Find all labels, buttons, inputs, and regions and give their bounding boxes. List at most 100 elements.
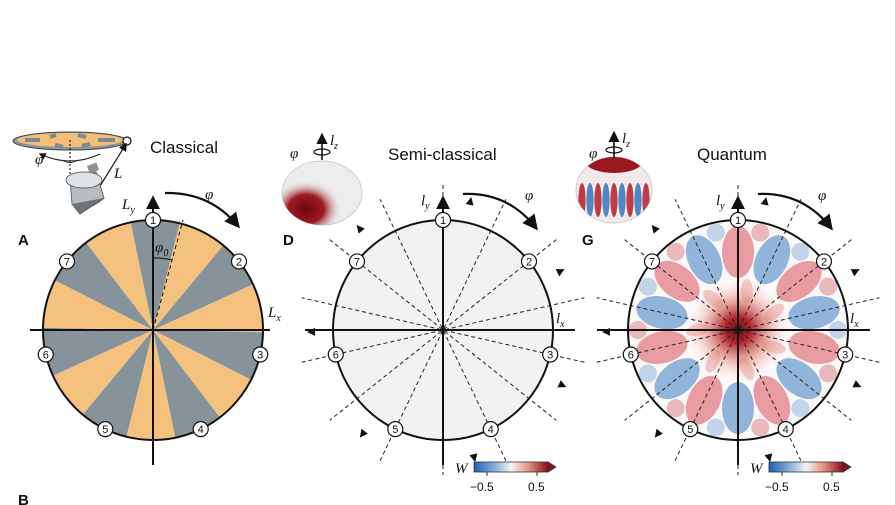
angle-marker: 3 [837, 346, 854, 363]
sphere-stripe [642, 183, 650, 217]
classical-rotation-label: φ [205, 187, 213, 203]
title-semi-classical: Semi-classical [388, 145, 497, 164]
phase-label: φ0 [155, 240, 168, 259]
semi-colorbar-max: 0.5 [528, 480, 545, 494]
dashed-guide [379, 199, 507, 461]
sphere-stripe [594, 183, 602, 217]
classical-sector [153, 330, 263, 380]
semi-rotation-arrow [462, 192, 538, 231]
angle-marker: 1 [144, 211, 162, 229]
rotation-pointer [760, 196, 769, 206]
rotation-pointer [356, 224, 365, 234]
rotation-pointer [852, 380, 862, 388]
angle-marker: 6 [37, 346, 54, 363]
rotation-pointer [850, 269, 860, 277]
rotor-phi-label: φ [35, 152, 43, 168]
classical-sector [153, 223, 224, 330]
rotation-pointer [764, 453, 773, 463]
dashed-guide [379, 199, 507, 461]
svg-text:6: 6 [333, 349, 339, 361]
rotor-L-label: L [113, 166, 122, 182]
rotor-illustration: φ L [12, 131, 132, 215]
angle-marker: 4 [777, 421, 794, 438]
svg-text:6: 6 [43, 349, 49, 361]
semi-lz-label: lz [330, 133, 338, 152]
svg-text:5: 5 [687, 424, 693, 436]
classical-sector [126, 330, 176, 441]
angle-marker: 7 [348, 253, 366, 270]
classical-sector [86, 222, 153, 330]
quantum-colorbar-max: 0.5 [823, 480, 840, 494]
sphere-stripe [610, 183, 618, 217]
classical-sector [43, 280, 153, 330]
semi-y-label: ly [421, 193, 430, 212]
rotation-pointer [469, 453, 478, 463]
quantum-rotation-label: φ [818, 188, 826, 204]
sphere-stripe [578, 183, 586, 217]
rotation-pointer [555, 269, 565, 277]
svg-text:2: 2 [526, 256, 532, 268]
title-quantum: Quantum [697, 145, 767, 164]
rotation-pointer [654, 428, 663, 438]
semi-colorbar-label: W [455, 461, 469, 477]
quantum-phi-small: φ [589, 146, 597, 162]
classical-sector [153, 284, 263, 333]
angle-marker: 1 [434, 211, 452, 229]
svg-text:1: 1 [735, 215, 741, 227]
semi-sphere [281, 160, 363, 226]
svg-text:4: 4 [198, 424, 204, 436]
dashed-guide [329, 239, 557, 421]
dashed-guide [624, 239, 852, 421]
quantum-rotation-arrow [757, 192, 833, 231]
classical-disk [42, 219, 264, 441]
dashed-guide [329, 239, 557, 421]
dashed-guide [674, 199, 802, 461]
svg-text:3: 3 [842, 349, 848, 361]
sphere-stripe [626, 183, 634, 217]
classical-sector [153, 245, 254, 330]
svg-text:4: 4 [783, 424, 789, 436]
svg-text:3: 3 [547, 349, 553, 361]
classical-sector [82, 330, 153, 437]
quantum-lz-label: lz [622, 131, 630, 150]
rotation-pointer [557, 380, 567, 388]
semi-phi-small: φ [290, 146, 298, 162]
svg-text:7: 7 [64, 256, 70, 268]
svg-text:5: 5 [392, 424, 398, 436]
angle-marker: 7 [58, 253, 76, 270]
classical-sector [130, 220, 180, 330]
dashed-guide [674, 199, 802, 461]
svg-text:7: 7 [649, 256, 655, 268]
angle-marker: 5 [387, 421, 404, 438]
semi-x-label: lx [556, 311, 565, 330]
dashed-guide [596, 297, 880, 363]
quantum-colorbar-label: W [750, 461, 764, 477]
semi-colorbar-min: −0.5 [470, 480, 494, 494]
classical-sector [153, 330, 252, 418]
angle-marker: 1 [729, 211, 747, 229]
classical-rotation-arrow [164, 191, 240, 229]
angle-marker: 5 [682, 421, 699, 438]
spinning-top-icon [65, 162, 105, 215]
semi-lz-indicator: φ lz [290, 132, 338, 162]
angle-marker: 2 [815, 253, 833, 270]
sphere-stripe [618, 183, 626, 217]
angle-marker: 2 [230, 253, 248, 270]
svg-text:5: 5 [102, 424, 108, 436]
quantum-x-label: lx [850, 311, 859, 330]
svg-text:2: 2 [236, 256, 242, 268]
angle-marker: 5 [97, 421, 114, 438]
panel-label-partial: B [18, 492, 29, 505]
classical-sector [153, 330, 220, 438]
svg-text:1: 1 [150, 215, 156, 227]
svg-text:6: 6 [628, 349, 634, 361]
classical-y-label: Ly [121, 197, 135, 216]
classical-phase-arc [152, 257, 173, 261]
quantum-colorbar: W −0.5 0.5 [750, 461, 852, 494]
quantum-colorbar-min: −0.5 [765, 480, 789, 494]
angle-marker: 6 [327, 346, 344, 363]
sphere-stripe [634, 183, 642, 217]
semi-colorbar: W −0.5 0.5 [455, 461, 557, 494]
angle-marker: 3 [252, 346, 269, 363]
